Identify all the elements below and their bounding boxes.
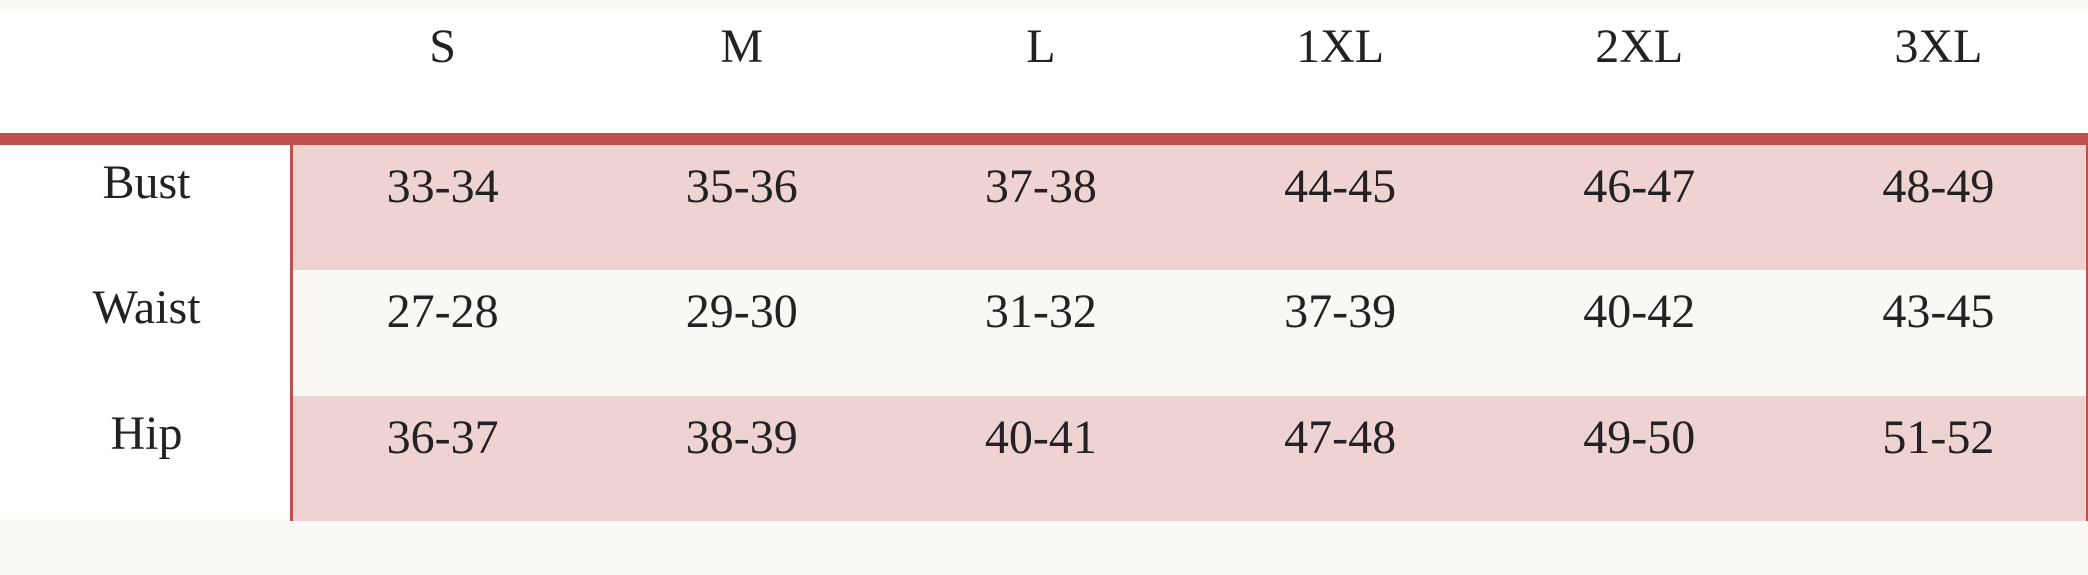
column-rule <box>290 145 293 521</box>
size-value: 43-45 <box>1882 285 1995 339</box>
column-header: M <box>720 20 764 73</box>
column-header: L <box>1026 20 1056 73</box>
size-value: 35-36 <box>685 160 798 213</box>
size-value: 51-52 <box>1882 410 1995 464</box>
row-background <box>293 395 2088 521</box>
size-value: 27-28 <box>386 285 499 339</box>
size-value: 44-45 <box>1284 160 1397 213</box>
size-value: 29-30 <box>685 285 798 339</box>
size-chart: S M L 1XL 2XL 3XL Bust 33-34 35-36 37-38 44-45 46-4… <box>0 11 2088 521</box>
row-label: Hip <box>110 406 183 460</box>
size-value: 40-42 <box>1583 285 1696 339</box>
column-header: 3XL <box>1894 20 1983 73</box>
right-rule <box>2086 145 2088 521</box>
size-value: 33-34 <box>386 160 499 213</box>
size-value: 31-32 <box>984 285 1097 339</box>
size-value: 47-48 <box>1284 410 1397 464</box>
size-value: 37-39 <box>1284 285 1397 339</box>
size-value: 37-38 <box>984 160 1097 213</box>
size-value: 49-50 <box>1583 410 1696 464</box>
column-header: 2XL <box>1595 20 1684 73</box>
column-header: 1XL <box>1296 20 1385 73</box>
header-rule <box>0 133 2088 145</box>
row-background <box>293 145 2088 271</box>
row-background <box>293 270 2088 396</box>
size-value: 46-47 <box>1583 160 1696 213</box>
size-value: 48-49 <box>1882 160 1995 213</box>
row-label: Bust <box>102 156 191 209</box>
size-value: 38-39 <box>685 410 798 464</box>
row-label: Waist <box>92 281 201 335</box>
size-value: 40-41 <box>984 410 1097 464</box>
column-header: S <box>429 20 456 73</box>
size-value: 36-37 <box>386 410 499 464</box>
